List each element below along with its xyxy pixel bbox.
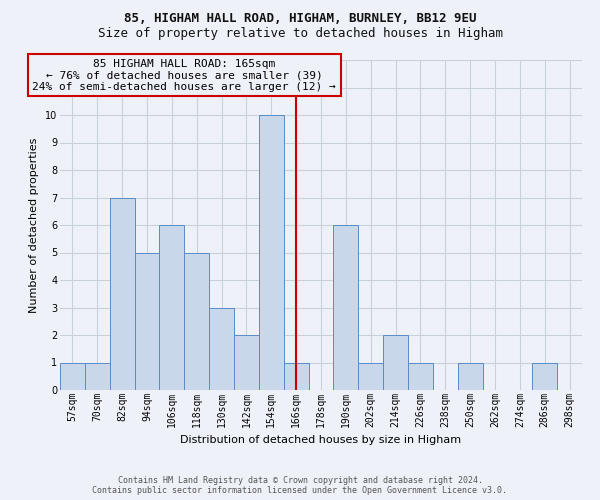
Bar: [110, 198, 134, 390]
Bar: [234, 335, 259, 390]
Text: 85, HIGHAM HALL ROAD, HIGHAM, BURNLEY, BB12 9EU: 85, HIGHAM HALL ROAD, HIGHAM, BURNLEY, B…: [124, 12, 476, 26]
Bar: [134, 252, 160, 390]
Y-axis label: Number of detached properties: Number of detached properties: [29, 138, 39, 312]
Bar: [334, 225, 358, 390]
Bar: [358, 362, 383, 390]
Text: Size of property relative to detached houses in Higham: Size of property relative to detached ho…: [97, 28, 503, 40]
Bar: [284, 362, 308, 390]
Bar: [408, 362, 433, 390]
Bar: [160, 225, 184, 390]
Bar: [209, 308, 234, 390]
Text: Contains HM Land Registry data © Crown copyright and database right 2024.
Contai: Contains HM Land Registry data © Crown c…: [92, 476, 508, 495]
Bar: [60, 362, 85, 390]
Text: 85 HIGHAM HALL ROAD: 165sqm
← 76% of detached houses are smaller (39)
24% of sem: 85 HIGHAM HALL ROAD: 165sqm ← 76% of det…: [32, 58, 336, 92]
Bar: [458, 362, 482, 390]
Bar: [184, 252, 209, 390]
Bar: [259, 115, 284, 390]
X-axis label: Distribution of detached houses by size in Higham: Distribution of detached houses by size …: [181, 435, 461, 445]
Bar: [532, 362, 557, 390]
Bar: [85, 362, 110, 390]
Bar: [383, 335, 408, 390]
